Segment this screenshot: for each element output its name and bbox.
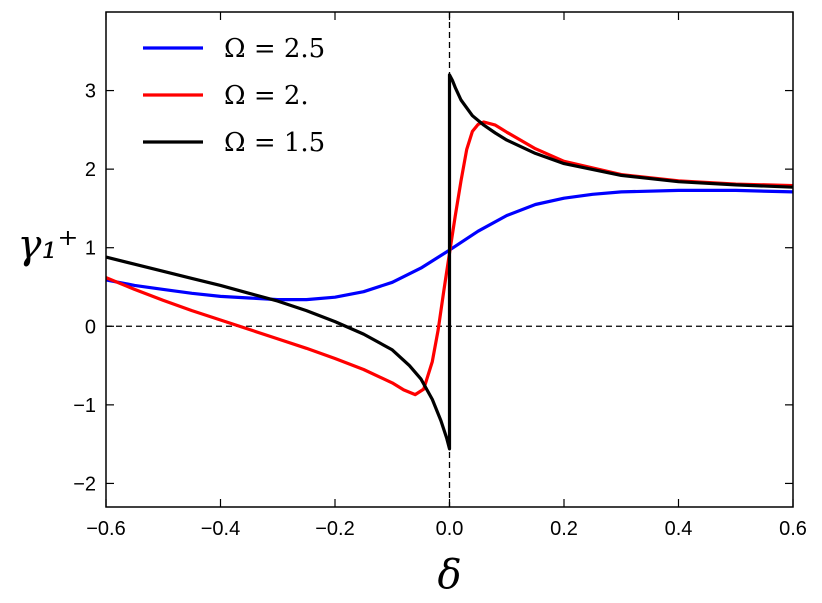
x-tick-label: 0.4 [665,518,693,540]
y-tick-label: 1 [85,238,96,260]
legend: Ω = 2.5 Ω = 2. Ω = 1.5 [143,34,325,158]
y-tick-label: 2 [85,159,96,181]
y-axis-label: γ₁⁺ [17,222,78,268]
x-tick-label: −0.6 [86,518,125,540]
legend-label-3: Ω = 1.5 [224,128,325,158]
y-tick-label: 3 [85,81,96,103]
ticks [105,12,794,507]
x-tick-label: 0.6 [779,518,807,540]
series-line-1 [105,188,794,302]
y-tick-label: −1 [73,395,96,417]
series-line-3 [105,73,794,451]
x-axis-label: δ [437,552,461,598]
y-tick-label: −2 [73,473,96,495]
y-tick-label: 0 [85,316,96,338]
legend-label-1: Ω = 2.5 [224,34,325,64]
series-line-2 [105,120,794,397]
x-tick-label: 0.0 [436,518,464,540]
tick-labels: −0.6 −0.4 −0.2 0.0 0.2 0.4 0.6 −2 −1 0 1 2 3 [73,81,807,540]
x-tick-label: −0.2 [315,518,354,540]
legend-label-2: Ω = 2. [224,81,309,111]
series-layer [105,73,794,451]
x-tick-label: −0.4 [201,518,240,540]
x-tick-label: 0.2 [550,518,578,540]
